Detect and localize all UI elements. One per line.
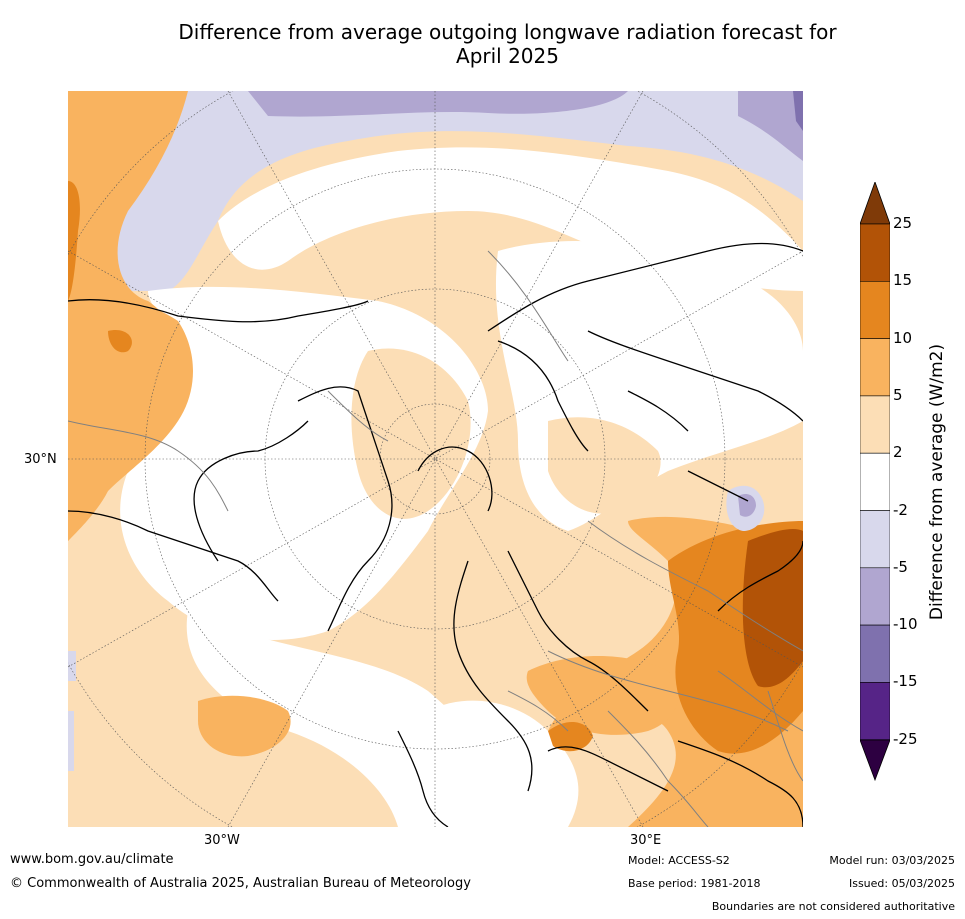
- title-line-2: April 2025: [456, 44, 559, 68]
- lon-label-30w: 30°W: [204, 833, 240, 848]
- colorbar-tick-label: 15: [893, 271, 913, 290]
- region-pos2-arctic: [351, 348, 471, 519]
- colorbar-segment: [860, 338, 890, 397]
- colorbar: [860, 182, 890, 782]
- lon-label-30e: 30°E: [630, 833, 662, 848]
- model-text: Model: ACCESS-S2: [628, 854, 730, 867]
- colorbar-arrow-bottom: [860, 739, 890, 782]
- coastlines: [68, 242, 803, 827]
- colorbar-title: Difference from average (W/m2): [927, 343, 947, 621]
- copyright-text: © Commonwealth of Australia 2025, Austra…: [10, 876, 471, 891]
- website-link[interactable]: www.bom.gov.au/climate: [10, 852, 174, 867]
- colorbar-tick-label: 5: [893, 385, 903, 404]
- forecast-map: [68, 91, 803, 827]
- colorbar-segment: [860, 281, 890, 339]
- region-neg5-topright: [738, 91, 803, 161]
- colorbar-tick-label: 25: [893, 214, 913, 232]
- model-run-text: Model run: 03/03/2025: [829, 854, 955, 867]
- base-period-text: Base period: 1981-2018: [628, 877, 761, 890]
- colorbar-segment: [860, 223, 890, 282]
- region-neg2-left-low: [68, 711, 74, 771]
- colorbar-segment: [860, 567, 890, 626]
- region-pos10-pacific: [108, 330, 132, 353]
- region-neg10-topright: [793, 91, 803, 131]
- colorbar-segment: [860, 452, 890, 511]
- colorbar-tick-label: 10: [893, 328, 913, 347]
- colorbar-tick-label: -15: [893, 672, 918, 691]
- colorbar-tick-label: -2: [893, 500, 908, 519]
- colorbar-tick-label: 2: [893, 443, 903, 462]
- colorbar-segment: [860, 395, 890, 454]
- issued-text: Issued: 05/03/2025: [848, 877, 955, 890]
- colorbar-segment: [860, 624, 890, 683]
- region-pos15-east: [742, 529, 803, 688]
- colorbar-tick-label: -25: [893, 729, 918, 748]
- colorbar-tick-label: -5: [893, 557, 908, 576]
- region-neg5-east: [738, 494, 756, 517]
- region-pos2-siberia: [548, 417, 661, 514]
- lat-label-30n: 30°N: [24, 452, 57, 467]
- region-neg5-top: [248, 91, 628, 117]
- graticule: [68, 91, 803, 827]
- region-pos10-med: [548, 721, 593, 752]
- region-neg2-top: [68, 91, 803, 291]
- region-pos10-west: [68, 181, 80, 301]
- colorbar-segment: [860, 682, 890, 740]
- title-line-1: Difference from average outgoing longwav…: [178, 20, 837, 44]
- colorbar-tick-label: -10: [893, 615, 918, 634]
- disclaimer-text: Boundaries are not considered authoritat…: [711, 900, 955, 913]
- boundaries: [68, 250, 803, 827]
- colorbar-arrow-top: [860, 182, 890, 225]
- region-neg2-left: [68, 651, 76, 681]
- colorbar-segment: [860, 510, 890, 569]
- region-pos5-atlantic-low: [198, 695, 291, 757]
- region-neutral-atlantic: [186, 611, 489, 827]
- region-neutral-med: [424, 700, 579, 827]
- region-pos5-westmid: [68, 297, 193, 541]
- chart-title: Difference from average outgoing longwav…: [0, 20, 965, 68]
- map-panel: [68, 91, 803, 827]
